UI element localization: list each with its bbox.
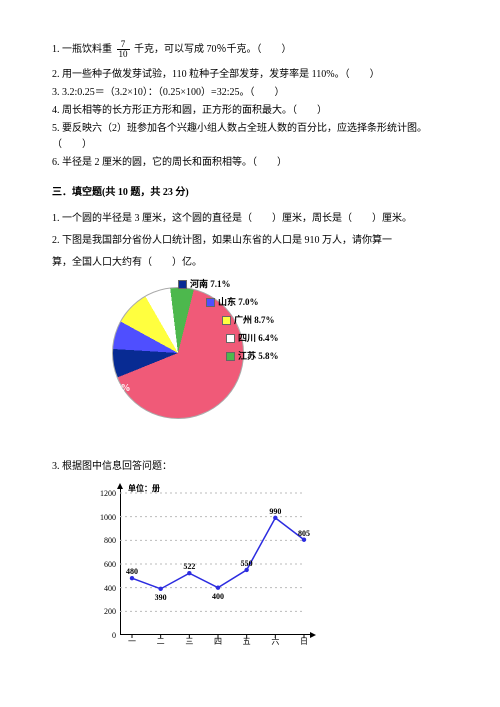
line-chart: 单位：册 020040060080010001200 一二三四五六日 48039…	[92, 481, 322, 651]
point-label: 522	[177, 561, 201, 574]
judge-q4: 4. 周长相等的长方形正方形和圆，正方形的面积最大。（ ）	[52, 103, 452, 119]
pie-chart: 河南 7.1% 山东 7.0% 广州 8.7% 四川 6.4% 江苏 5.8% 其他 87…	[82, 277, 292, 437]
y-tick-label: 1200	[92, 488, 116, 501]
point-label: 550	[235, 558, 259, 571]
pie-label: 四川 6.4%	[226, 331, 279, 345]
y-tick-label: 200	[92, 606, 116, 619]
x-tick-label: 一	[122, 636, 142, 649]
point-label: 480	[120, 566, 144, 579]
y-tick-label: 1000	[92, 512, 116, 525]
y-tick-label: 800	[92, 535, 116, 548]
x-tick-label: 日	[294, 636, 314, 649]
judge-q1: 1. 一瓶饮料重 7 10 千克，可以写成 70％千克。（ ）	[52, 40, 452, 59]
q1-pre: 1. 一瓶饮料重	[52, 44, 112, 55]
pie-label: 其他 87%	[88, 381, 131, 397]
x-tick-label: 四	[208, 636, 228, 649]
fill-q1: 1. 一个圆的半径是 3 厘米，这个圆的直径是（ ）厘米，周长是（ ）厘米。	[52, 211, 452, 227]
q1-post: 千克，可以写成 70％千克。（ ）	[134, 44, 292, 55]
x-tick-label: 六	[265, 636, 285, 649]
y-tick-label: 400	[92, 583, 116, 596]
y-tick-label: 0	[92, 630, 116, 643]
section-title: 三．填空题(共 10 题，共 23 分)	[52, 185, 452, 201]
judge-q6: 6. 半径是 2 厘米的圆，它的周长和面积相等。（ ）	[52, 155, 452, 171]
pie-label: 江苏 5.8%	[226, 349, 279, 363]
point-label: 990	[263, 506, 287, 519]
y-tick-label: 600	[92, 559, 116, 572]
q1-den: 10	[117, 50, 130, 59]
x-tick-label: 五	[237, 636, 257, 649]
fill-q2b: 算，全国人口大约有（ ）亿。	[52, 255, 452, 271]
judge-q3: 3. 3.2:0.25＝（3.2×10）：（0.25×100）=32:25。（ …	[52, 85, 452, 101]
pie-label: 山东 7.0%	[206, 295, 259, 309]
x-tick-label: 二	[151, 636, 171, 649]
judge-q5: 5. 要反映六（2）班参加各个兴趣小组人数占全班人数的百分比，应选择条形统计图。…	[52, 121, 452, 153]
x-tick-label: 三	[179, 636, 199, 649]
fill-q3: 3. 根据图中信息回答问题：	[52, 459, 452, 475]
fill-q2a: 2. 下图是我国部分省份人口统计图，如果山东省的人口是 910 万人，请你算一	[52, 233, 452, 249]
pie-label: 广州 8.7%	[222, 313, 275, 327]
point-label: 400	[206, 591, 230, 604]
judge-q2: 2. 用一些种子做发芽试验，110 粒种子全部发芽，发芽率是 110%。（ ）	[52, 67, 452, 83]
pie-label: 河南 7.1%	[178, 277, 231, 291]
q1-fraction: 7 10	[117, 40, 130, 59]
point-label: 805	[292, 528, 316, 541]
point-label: 390	[149, 592, 173, 605]
